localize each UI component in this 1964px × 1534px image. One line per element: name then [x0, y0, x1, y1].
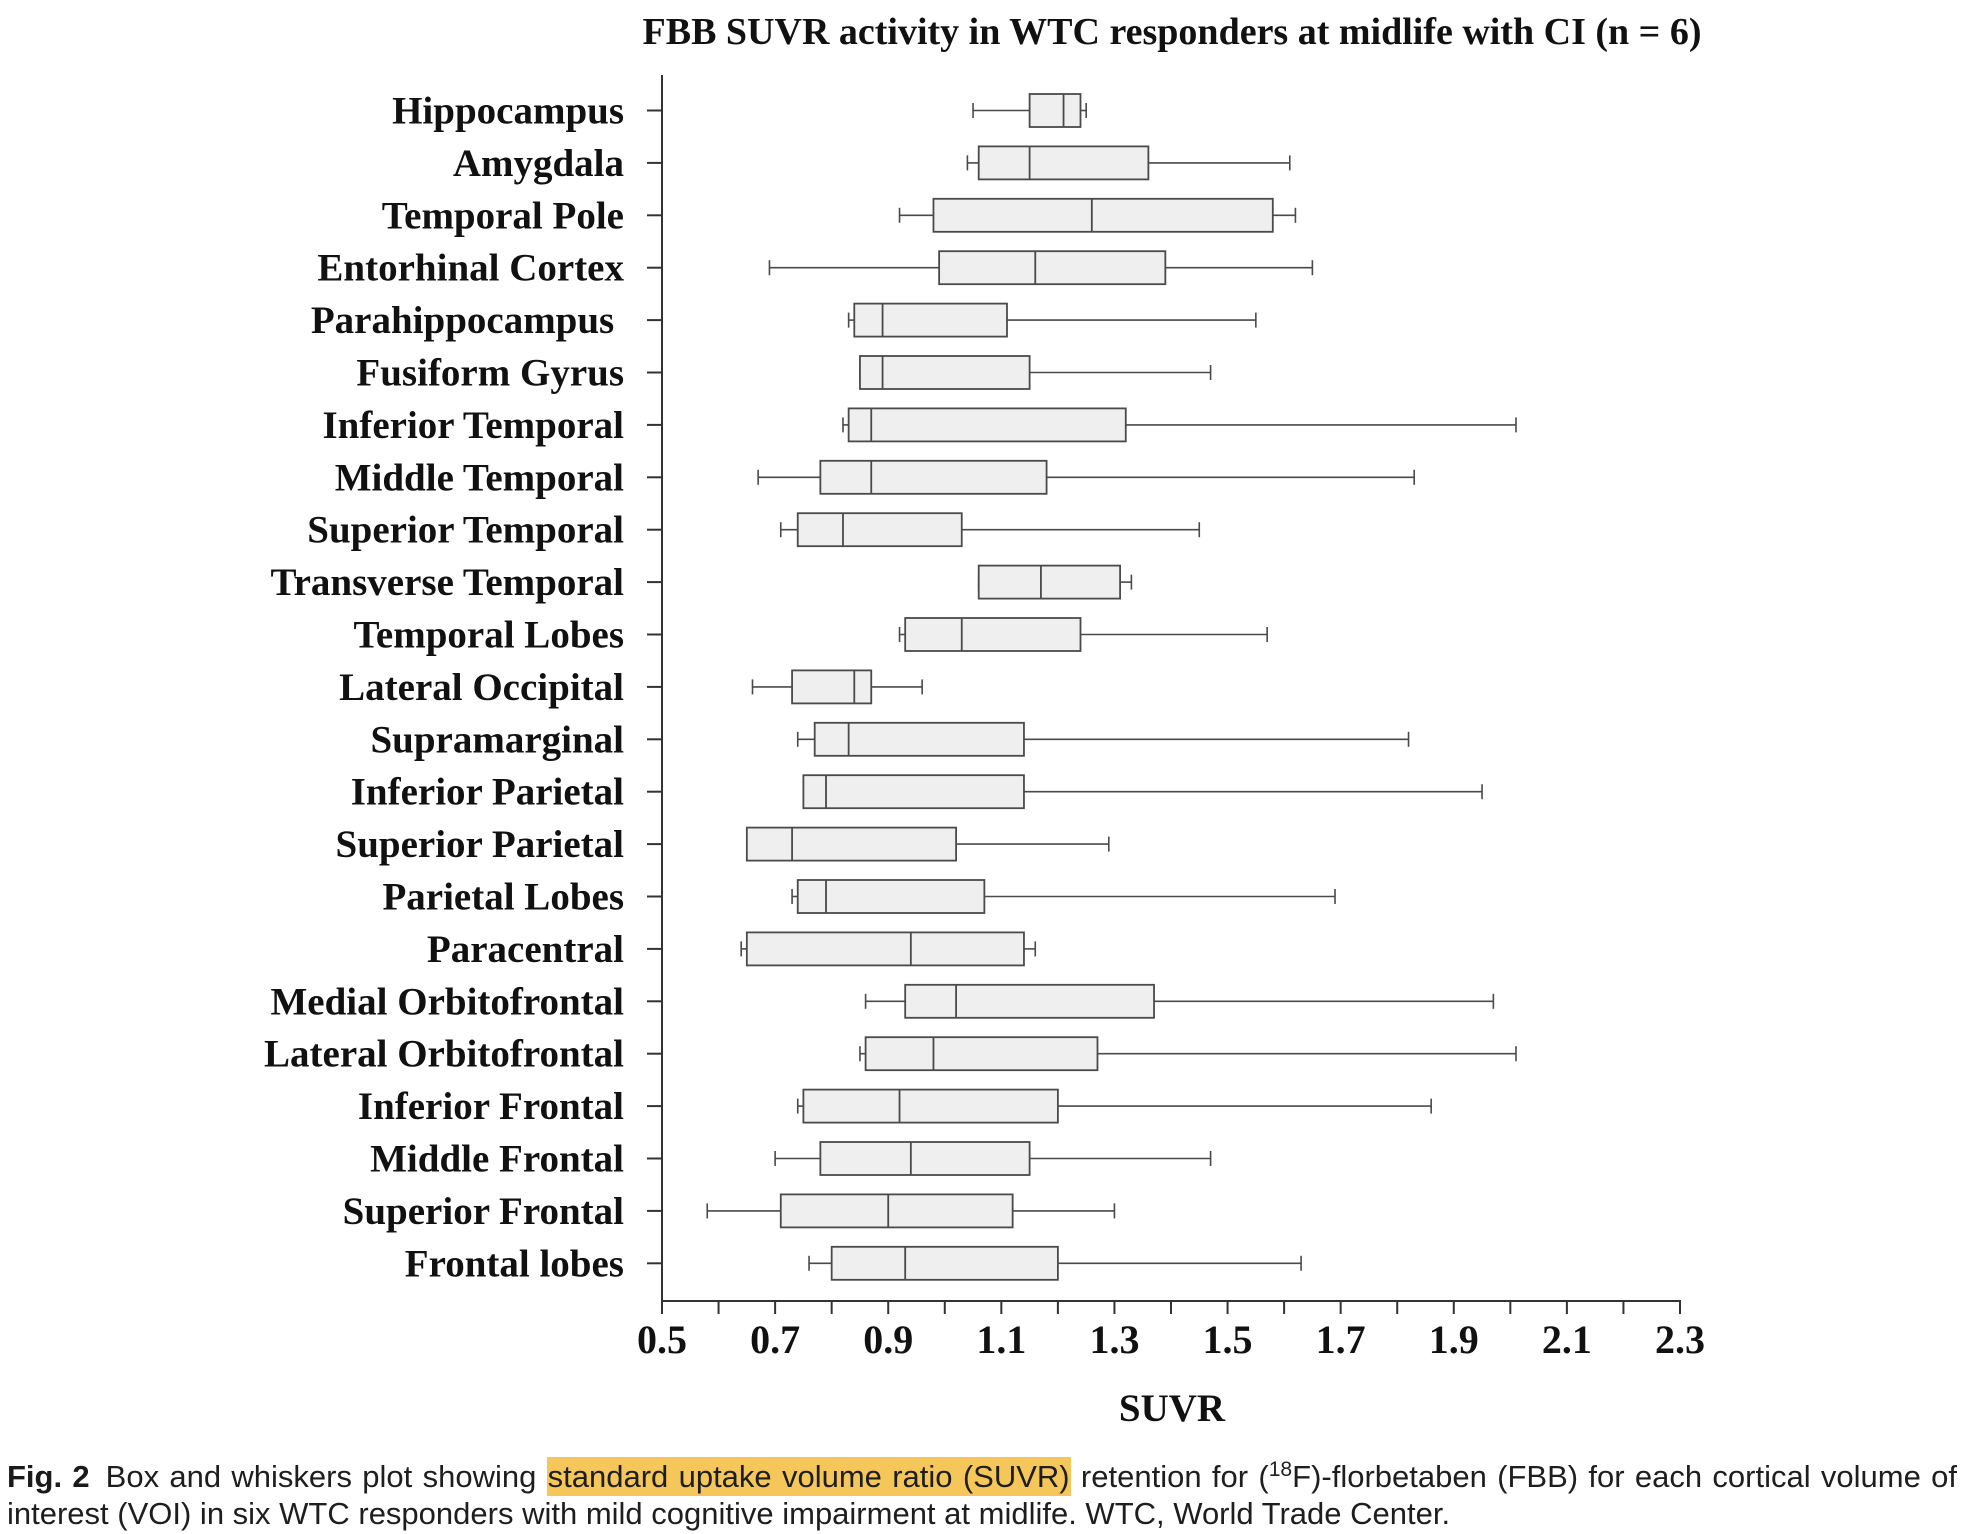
- box-fusiform-gyrus: [859, 355, 1031, 390]
- box-row-lateral-occipital: Lateral Occipital: [339, 666, 923, 709]
- x-tick-label: 0.7: [750, 1317, 800, 1362]
- x-tick-label: 2.1: [1542, 1317, 1592, 1362]
- box-inferior-temporal: [847, 407, 1127, 443]
- box-row-transverse-temporal: Transverse Temporal: [270, 561, 1133, 604]
- box-temporal-pole: [932, 197, 1274, 233]
- box-parietal-lobes: [796, 879, 986, 914]
- box-row-temporal-lobes: Temporal Lobes: [353, 614, 1268, 657]
- row-label-fusiform-gyrus: Fusiform Gyrus: [356, 352, 624, 395]
- box-inferior-parietal: [802, 774, 1025, 810]
- box-paracentral: [745, 931, 1025, 967]
- caption-text: interest (VOI) in six WTC responders wit…: [7, 1496, 1451, 1531]
- box-frontal-lobes: [830, 1245, 1059, 1281]
- caption-text: Box and whiskers plot showing: [105, 1459, 547, 1494]
- row-label-temporal-pole: Temporal Pole: [382, 194, 624, 237]
- box-row-superior-parietal: Superior Parietal: [336, 823, 1110, 866]
- row-label-hippocampus: Hippocampus: [392, 90, 624, 133]
- chart-marks: 0.5 0.7 0.9 1.1 1.3 1.5 1.7 1.9 2.1 2.3 Hippocampu…: [264, 75, 1705, 1362]
- caption-text: F)-florbetaben (FBB) for each cortical v…: [1292, 1459, 1958, 1494]
- row-label-inferior-frontal: Inferior Frontal: [358, 1085, 624, 1128]
- box-medial-orbitofrontal: [904, 983, 1155, 1019]
- box-hippocampus: [1028, 93, 1082, 128]
- x-tick-label: 0.9: [863, 1317, 913, 1362]
- row-label-inferior-temporal: Inferior Temporal: [322, 404, 624, 447]
- box-transverse-temporal: [977, 564, 1122, 600]
- figure-label: Fig. 2: [7, 1459, 90, 1494]
- box-row-frontal-lobes: Frontal lobes: [405, 1242, 1302, 1285]
- box-row-temporal-pole: Temporal Pole: [382, 194, 1297, 237]
- row-label-middle-frontal: Middle Frontal: [370, 1138, 624, 1181]
- box-row-fusiform-gyrus: Fusiform Gyrus: [356, 352, 1212, 395]
- box-row-paracentral: Paracentral: [427, 928, 1037, 971]
- figure-caption: Fig. 2 Box and whiskers plot showing stan…: [7, 1457, 1958, 1532]
- x-tick-label: 1.1: [976, 1317, 1026, 1362]
- box-supramarginal: [813, 721, 1025, 757]
- highlighted-term[interactable]: standard uptake volume ratio (SUVR): [546, 1457, 1071, 1496]
- row-label-temporal-lobes: Temporal Lobes: [353, 614, 624, 657]
- box-row-inferior-frontal: Inferior Frontal: [358, 1085, 1432, 1128]
- box-row-superior-frontal: Superior Frontal: [343, 1190, 1116, 1233]
- row-label-frontal-lobes: Frontal lobes: [405, 1242, 624, 1285]
- box-row-amygdala: Amygdala: [453, 142, 1291, 185]
- box-row-medial-orbitofrontal: Medial Orbitofrontal: [271, 980, 1495, 1023]
- box-row-lateral-orbitofrontal: Lateral Orbitofrontal: [264, 1033, 1517, 1076]
- row-label-parietal-lobes: Parietal Lobes: [382, 876, 624, 919]
- box-row-middle-frontal: Middle Frontal: [370, 1138, 1212, 1181]
- box-row-entorhinal-cortex: Entorhinal Cortex: [317, 247, 1314, 290]
- isotope-superscript: 18: [1268, 1458, 1293, 1482]
- box-entorhinal-cortex: [938, 250, 1167, 286]
- box-middle-temporal: [819, 459, 1048, 495]
- x-tick-label: 1.3: [1089, 1317, 1139, 1362]
- box-lateral-orbitofrontal: [864, 1036, 1099, 1072]
- box-superior-temporal: [796, 512, 963, 548]
- box-row-inferior-parietal: Inferior Parietal: [351, 771, 1483, 814]
- box-row-inferior-temporal: Inferior Temporal: [322, 404, 1517, 447]
- box-superior-parietal: [745, 826, 957, 862]
- row-label-lateral-orbitofrontal: Lateral Orbitofrontal: [264, 1033, 624, 1076]
- x-tick-label: 1.7: [1316, 1317, 1366, 1362]
- row-label-entorhinal-cortex: Entorhinal Cortex: [317, 247, 624, 290]
- box-superior-frontal: [779, 1193, 1014, 1229]
- box-row-middle-temporal: Middle Temporal: [335, 456, 1415, 499]
- box-row-parietal-lobes: Parietal Lobes: [382, 876, 1336, 919]
- row-label-amygdala: Amygdala: [453, 142, 624, 185]
- row-label-transverse-temporal: Transverse Temporal: [270, 561, 624, 604]
- x-tick-label: 2.3: [1655, 1317, 1705, 1362]
- row-label-medial-orbitofrontal: Medial Orbitofrontal: [271, 980, 625, 1023]
- x-tick-label: 0.5: [637, 1317, 687, 1362]
- row-label-middle-temporal: Middle Temporal: [335, 456, 624, 499]
- box-inferior-frontal: [802, 1088, 1059, 1124]
- row-label-superior-temporal: Superior Temporal: [307, 509, 624, 552]
- box-middle-frontal: [819, 1141, 1031, 1176]
- box-row-supramarginal: Supramarginal: [370, 718, 1410, 761]
- row-label-supramarginal: Supramarginal: [370, 718, 624, 761]
- x-axis-title: SUVR: [1119, 1387, 1226, 1430]
- box-parahippocampus: [853, 302, 1008, 338]
- box-amygdala: [977, 145, 1150, 181]
- x-tick-label: 1.5: [1203, 1317, 1253, 1362]
- box-lateral-occipital: [791, 669, 873, 705]
- row-label-paracentral: Paracentral: [427, 928, 624, 971]
- row-label-inferior-parietal: Inferior Parietal: [351, 771, 624, 814]
- box-row-superior-temporal: Superior Temporal: [307, 509, 1201, 552]
- box-row-parahippocampus: Parahippocampus: [311, 299, 1257, 342]
- caption-line-1: Fig. 2 Box and whiskers plot showing stan…: [7, 1457, 1958, 1496]
- chart-title: FBB SUVR activity in WTC responders at m…: [643, 11, 1702, 53]
- box-row-hippocampus: Hippocampus: [392, 90, 1087, 133]
- box-whisker-chart: FBB SUVR activity in WTC responders at m…: [264, 11, 1705, 1430]
- row-label-superior-frontal: Superior Frontal: [343, 1190, 624, 1233]
- row-label-lateral-occipital: Lateral Occipital: [339, 666, 624, 709]
- box-temporal-lobes: [904, 617, 1082, 652]
- row-label-superior-parietal: Superior Parietal: [336, 823, 625, 866]
- row-label-parahippocampus: Parahippocampus: [311, 299, 624, 342]
- x-tick-label: 1.9: [1429, 1317, 1479, 1362]
- caption-line-2: interest (VOI) in six WTC responders wit…: [7, 1495, 1957, 1532]
- caption-text: retention for (: [1070, 1459, 1269, 1494]
